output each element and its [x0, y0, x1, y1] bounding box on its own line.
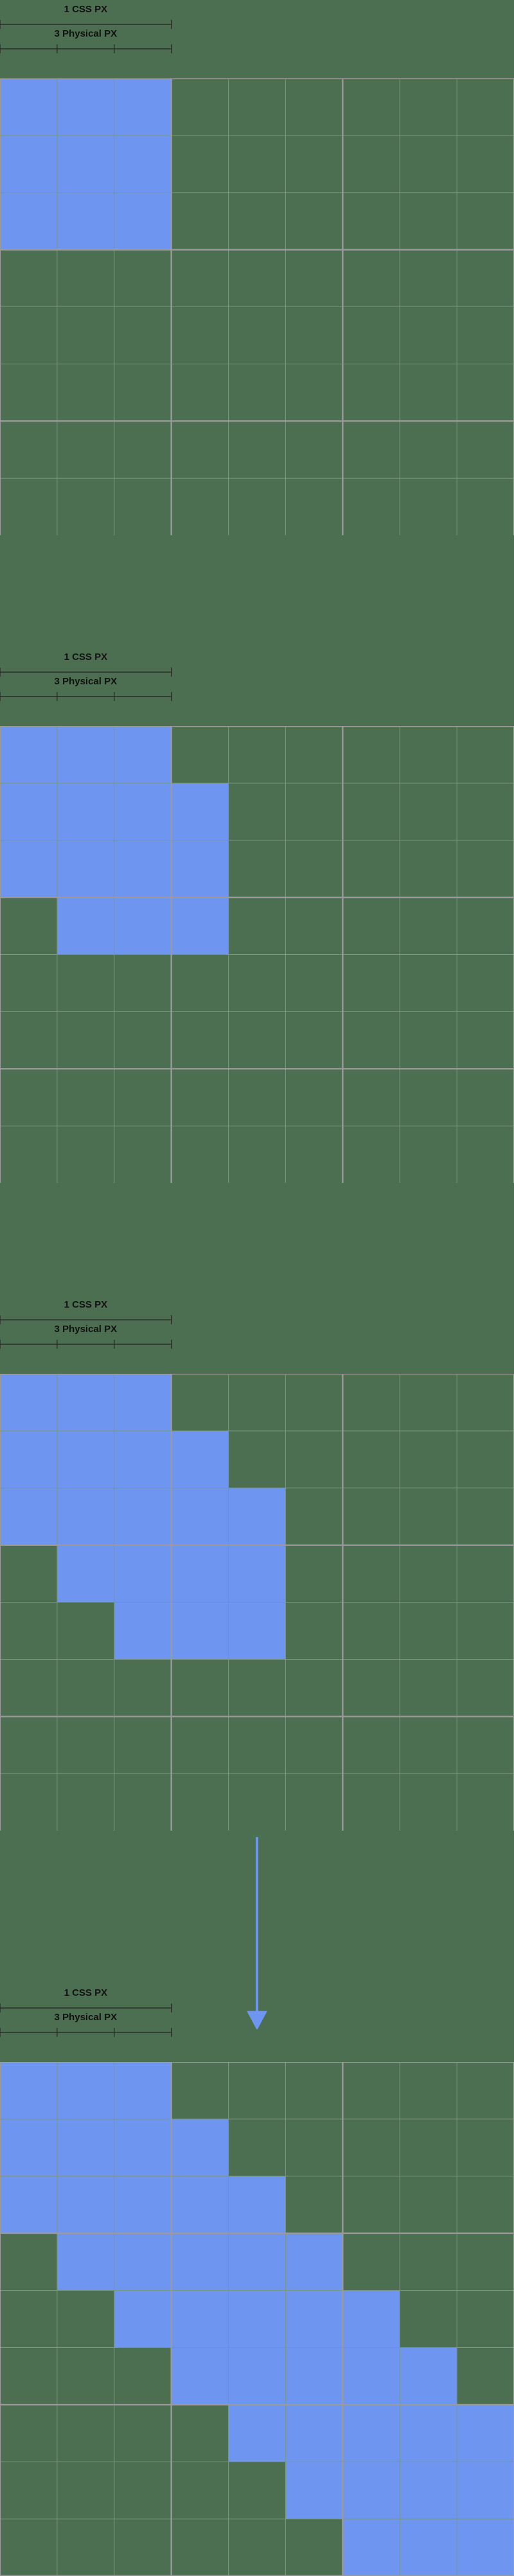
svg-text:3 Physical PX: 3 Physical PX: [55, 676, 118, 687]
svg-text:1 CSS PX: 1 CSS PX: [64, 652, 108, 662]
svg-text:3 Physical PX: 3 Physical PX: [55, 2012, 118, 2023]
svg-text:1 CSS PX: 1 CSS PX: [64, 4, 108, 15]
svg-text:3 Physical PX: 3 Physical PX: [55, 28, 118, 39]
svg-text:1 CSS PX: 1 CSS PX: [64, 1299, 108, 1310]
svg-text:3 Physical PX: 3 Physical PX: [55, 1324, 118, 1335]
svg-text:1 CSS PX: 1 CSS PX: [64, 1987, 108, 1998]
